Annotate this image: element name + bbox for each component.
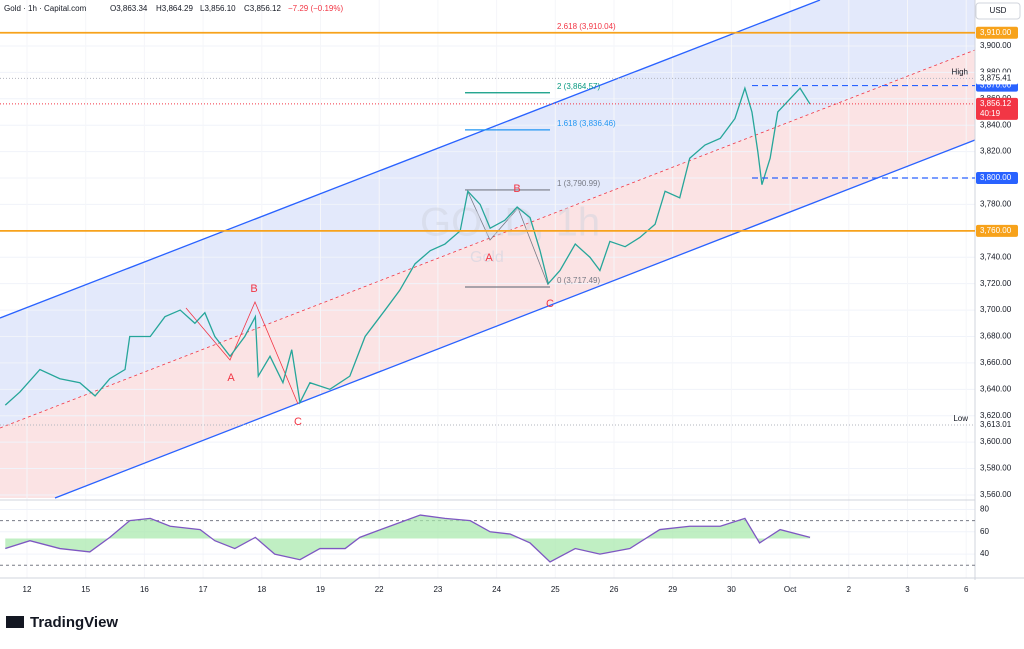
wave-label: A — [485, 252, 493, 264]
y-tick-label: 3,580.00 — [980, 464, 1012, 473]
x-tick-label: 2 — [847, 585, 852, 594]
y-tick-label: 3,740.00 — [980, 252, 1012, 261]
channel-mid — [0, 49, 976, 429]
ohlc: O3,863.34 — [110, 4, 148, 13]
y-tick-label: 3,700.00 — [980, 305, 1012, 314]
fib-label: 1 (3,790.99) — [557, 179, 600, 188]
symbol: Gold · 1h · Capital.com — [4, 4, 87, 13]
brand-logo — [6, 616, 24, 628]
price-badge-label: 3,870.00 — [980, 81, 1012, 90]
ohlc: L3,856.10 — [200, 4, 236, 13]
x-tick-label: 6 — [964, 585, 969, 594]
y-tick-label: 3,840.00 — [980, 120, 1012, 129]
price-badge — [976, 418, 1018, 431]
x-tick-label: 18 — [257, 585, 266, 594]
x-tick-label: 16 — [140, 585, 149, 594]
x-tick-label: 23 — [433, 585, 442, 594]
watermark-sub: Gold — [470, 249, 504, 266]
ohlc: H3,864.29 — [156, 4, 193, 13]
price-badge — [976, 72, 1018, 85]
y-tick-label: 3,620.00 — [980, 411, 1012, 420]
ohlc: C3,856.12 — [244, 4, 281, 13]
last-badge — [976, 97, 1018, 120]
y-tick-label: 3,640.00 — [980, 384, 1012, 393]
fib-label: 2 (3,864.57) — [557, 82, 600, 91]
x-tick-label: 25 — [551, 585, 560, 594]
wave-label: B — [250, 283, 257, 295]
x-tick-label: 26 — [610, 585, 619, 594]
wave-label: C — [546, 298, 554, 310]
x-tick-label: 30 — [727, 585, 736, 594]
y-tick-label: 40 — [980, 549, 989, 558]
y-tick-label: 3,820.00 — [980, 147, 1012, 156]
x-tick-label: 24 — [492, 585, 501, 594]
channel-line — [0, 0, 821, 319]
y-tick-label: 3,560.00 — [980, 490, 1012, 499]
currency-button[interactable] — [975, 2, 1021, 20]
y-tick-label: 3,900.00 — [980, 41, 1012, 50]
y-tick-label: 3,720.00 — [980, 279, 1012, 288]
extreme-text: High — [952, 68, 968, 77]
price-badge — [976, 172, 1018, 185]
pattern — [185, 300, 299, 405]
price-line — [4, 86, 811, 406]
wave-label: B — [513, 183, 520, 195]
price-badge-label: 3,800.00 — [980, 173, 1012, 182]
osc-area — [5, 515, 811, 562]
extreme-text: Low — [953, 414, 968, 423]
watermark: GOLD, 1h — [420, 201, 600, 245]
x-tick-label: 12 — [23, 585, 32, 594]
x-tick-label: 29 — [668, 585, 677, 594]
x-tick-label: 3 — [905, 585, 910, 594]
x-tick-label: Oct — [784, 585, 797, 594]
pattern — [467, 191, 549, 286]
y-tick-label: 3,780.00 — [980, 200, 1012, 209]
price-badge-label: 3,760.00 — [980, 226, 1012, 235]
fib-label: 2.618 (3,910.04) — [557, 22, 616, 31]
price-badge — [976, 224, 1018, 237]
x-tick-label: 15 — [81, 585, 90, 594]
fib-label: 1.618 (3,836.46) — [557, 119, 616, 128]
countdown: 40:19 — [980, 109, 1001, 118]
last-price: 3,856.12 — [980, 99, 1012, 108]
x-tick-label: 17 — [199, 585, 208, 594]
brand: TradingView — [30, 614, 118, 631]
y-tick-label: 60 — [980, 527, 989, 536]
y-tick-label: 3,660.00 — [980, 358, 1012, 367]
fib-label: 0 (3,717.49) — [557, 276, 600, 285]
price-badge-label: 3,613.01 — [980, 420, 1012, 429]
x-tick-label: 22 — [375, 585, 384, 594]
price-badge — [976, 26, 1018, 39]
wave-label: C — [294, 416, 302, 428]
y-tick-label: 80 — [980, 505, 989, 514]
channel-line — [54, 139, 976, 499]
price-badge-label: 3,875.41 — [980, 74, 1012, 83]
currency[interactable]: USD — [990, 6, 1007, 15]
y-tick-label: 3,680.00 — [980, 332, 1012, 341]
x-tick-label: 19 — [316, 585, 325, 594]
price-line — [5, 514, 811, 563]
y-tick-label: 3,600.00 — [980, 437, 1012, 446]
price-badge-label: 3,910.00 — [980, 28, 1012, 37]
wave-label: A — [227, 372, 235, 384]
y-tick-label: 3,880.00 — [980, 67, 1012, 76]
ohlc-change: −7.29 (−0.19%) — [288, 4, 343, 13]
